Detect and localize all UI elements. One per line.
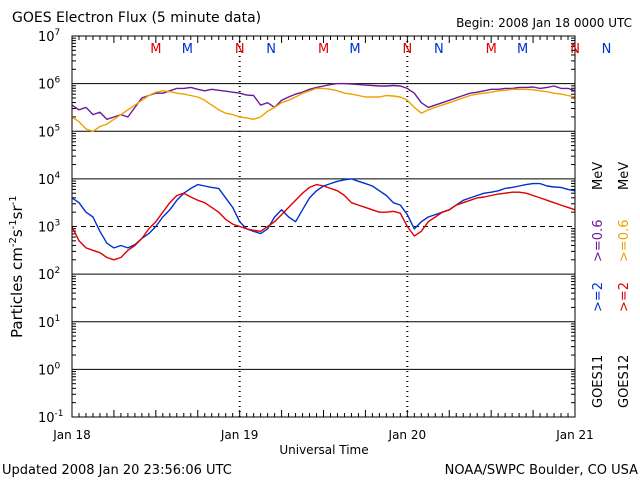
x-tick-label-0: Jan 18 [52,428,91,442]
mn-marker-11: N [602,42,612,57]
x-tick-label-3: Jan 21 [555,428,594,442]
mn-marker-5: M [349,42,360,57]
legend-mev-2: MeV [617,162,632,190]
series-layer [71,82,576,261]
y-tick-label-2: 105 [38,123,60,140]
y-tick-label-6: 101 [38,314,60,331]
chart-title: GOES Electron Flux (5 minute data) [12,10,261,26]
mn-marker-10: N [570,42,580,57]
mn-marker-6: N [403,42,413,57]
mn-marker-4: M [318,42,329,57]
x-tick-label-2: Jan 20 [388,428,427,442]
mn-marker-3: N [266,42,276,57]
series-line-3 [71,183,576,261]
x-tick-label-1: Jan 19 [220,428,259,442]
series-line-1 [71,87,576,133]
y-tick-label-1: 106 [38,76,61,93]
mn-marker-8: M [486,42,497,57]
mn-marker-0: M [150,42,161,57]
y-tick-label-4: 103 [38,219,60,236]
footer-updated: Updated 2008 Jan 20 23:56:06 UTC [2,463,232,478]
legend-goes11-06mev: >=0.6 [591,220,606,262]
mn-marker-9: M [517,42,528,57]
legend-goes12-06mev: >=0.6 [617,220,632,262]
mn-marker-7: N [434,42,444,57]
legend-goes11: GOES11 [591,355,606,408]
y-axis-label: Particles cm-2s-1sr-1 [8,195,26,338]
plot-frame [71,35,576,418]
y-tick-label-8: 10-1 [38,409,64,426]
legend-mev-1: MeV [591,162,606,190]
x-tick-labels: Jan 18 Jan 19 Jan 20 Jan 21 [52,428,594,442]
legend: >=2 >=0.6 MeV >=2 >=0.6 MeV GOES11 GOES1… [591,162,632,408]
footer-credit: NOAA/SWPC Boulder, CO USA [445,463,638,478]
legend-goes12-2mev: >=2 [617,282,632,312]
y-tick-label-7: 100 [38,361,61,378]
legend-goes11-2mev: >=2 [591,282,606,312]
legend-goes12: GOES12 [617,355,632,408]
y-tick-label-5: 102 [38,266,60,283]
begin-label: Begin: 2008 Jan 18 0000 UTC [456,16,632,30]
y-tick-label-0: 107 [38,28,60,45]
mn-marker-2: N [235,42,245,57]
y-tick-label-3: 104 [38,171,61,188]
y-tick-labels: 107 106 105 104 103 102 101 100 10-1 [38,28,64,426]
x-axis-label: Universal Time [279,443,368,457]
series-line-0 [71,82,576,121]
mn-marker-1: M [182,42,193,57]
